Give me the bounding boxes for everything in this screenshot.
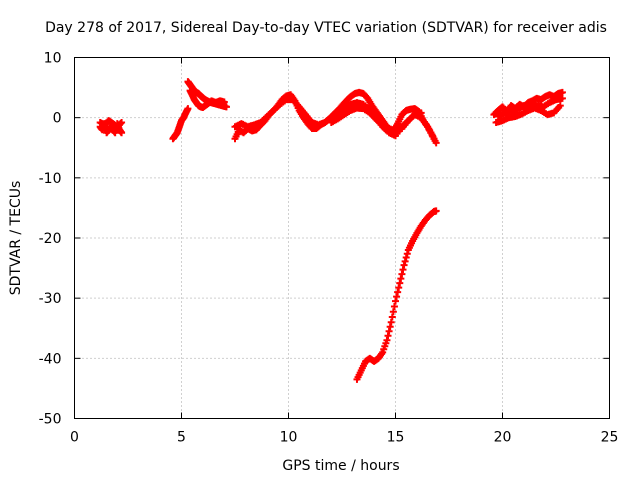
data-point-interp	[115, 121, 123, 129]
data-points	[96, 78, 566, 383]
y-tick-label: -40	[39, 351, 62, 367]
data-point-interp	[378, 350, 386, 358]
data-point-interp	[117, 128, 125, 136]
data-point-interp	[183, 106, 191, 114]
data-point-interp	[402, 254, 410, 262]
chart-title: Day 278 of 2017, Sidereal Day-to-day VTE…	[45, 20, 607, 36]
x-axis-label: GPS time / hours	[282, 458, 399, 474]
data-point-interp	[422, 120, 430, 128]
x-tick-label: 15	[387, 430, 405, 446]
data-point-interp	[385, 327, 393, 335]
data-point-interp	[557, 89, 565, 97]
x-tick-labels: 0 5 10 15 20 25	[70, 430, 618, 446]
y-tick-label: -10	[39, 171, 62, 187]
series-trace-h	[327, 104, 425, 135]
data-point-interp	[398, 270, 406, 278]
series-trace-l	[494, 94, 566, 120]
y-tick-labels: -50 -40 -30 -20 -10 0 10	[39, 51, 62, 428]
data-point-interp	[300, 109, 308, 117]
series-trace-i	[353, 207, 440, 383]
data-point-interp	[362, 92, 370, 100]
data-point-interp	[384, 332, 392, 340]
data-point-interp	[403, 119, 411, 127]
x-tick-label: 20	[494, 430, 512, 446]
y-tick-label: 0	[53, 111, 62, 127]
data-point	[400, 261, 408, 269]
y-tick-label: -20	[39, 231, 62, 247]
x-tick-label: 10	[280, 430, 298, 446]
data-point-interp	[408, 239, 416, 247]
data-point-interp	[395, 284, 403, 292]
data-point-interp	[382, 339, 390, 347]
data-point-interp	[294, 101, 302, 109]
data-point	[396, 279, 404, 287]
data-point-interp	[389, 308, 397, 316]
data-point-interp	[412, 231, 420, 239]
data-point-interp	[403, 250, 411, 258]
y-axis-label: SDTVAR / TECUs	[8, 181, 24, 296]
data-point-interp	[428, 132, 436, 140]
data-point-interp	[557, 95, 565, 103]
x-tick-label: 0	[70, 430, 79, 446]
data-point	[392, 297, 399, 305]
data-point-interp	[390, 302, 398, 310]
series-trace-c	[169, 105, 192, 143]
data-point-interp	[432, 207, 440, 215]
data-point	[387, 318, 395, 326]
series-trace-g	[231, 96, 438, 143]
data-point-interp	[117, 120, 125, 128]
data-point-interp	[416, 109, 424, 117]
data-point-interp	[399, 266, 407, 274]
data-point-interp	[394, 288, 402, 296]
data-point-interp	[397, 275, 405, 283]
y-tick-label: -30	[39, 291, 62, 307]
y-tick-label: 10	[44, 51, 62, 67]
data-point-interp	[219, 98, 227, 106]
data-point-interp	[386, 323, 394, 331]
data-point-interp	[388, 313, 396, 321]
data-point-interp	[356, 369, 364, 377]
x-tick-label: 5	[177, 430, 186, 446]
data-point-interp	[222, 103, 230, 111]
data-point-interp	[401, 257, 409, 265]
y-tick-label: -50	[39, 412, 62, 428]
series-trace-e	[186, 87, 228, 111]
data-point-interp	[555, 103, 563, 111]
plot-frame	[74, 57, 610, 419]
series-trace-b	[96, 117, 126, 131]
data-point-interp	[393, 293, 401, 301]
x-tick-label: 25	[601, 430, 619, 446]
